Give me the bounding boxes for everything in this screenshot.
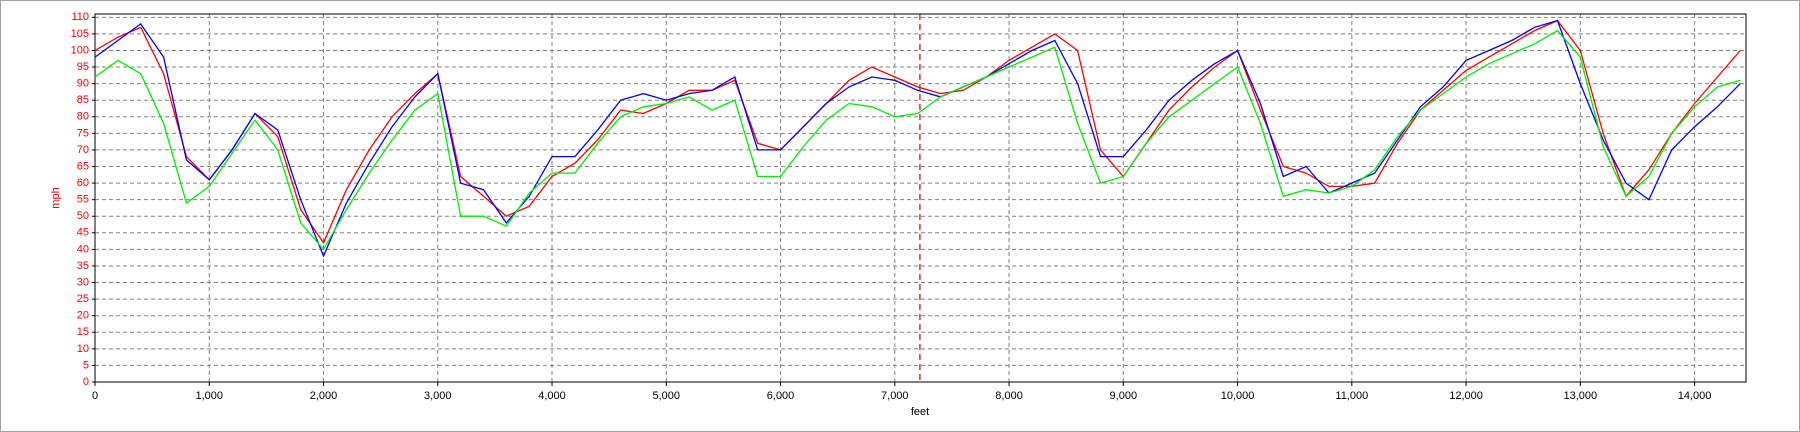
y-tick-label: 30 [77,276,89,288]
y-tick-label: 110 [71,11,89,23]
y-tick-label: 20 [77,310,89,322]
x-tick-label: 3,000 [424,390,452,402]
y-tick-label: 70 [77,144,89,156]
x-tick-label: 12,000 [1449,390,1483,402]
series-line [94,29,1741,251]
x-tick-label: 4,000 [538,390,566,402]
y-tick-label: 40 [77,243,89,255]
y-tick-label: 65 [77,160,89,172]
series-line [94,19,1741,258]
x-axis-label: feet [911,406,929,418]
x-tick-label: 8,000 [995,390,1023,402]
y-tick-label: 15 [77,326,89,338]
y-tick-label: 0 [83,376,89,388]
x-tick-label: 10,000 [1221,390,1255,402]
x-tick-label: 7,000 [881,390,909,402]
x-tick-label: 14,000 [1678,390,1712,402]
y-tick-label: 105 [71,28,89,40]
y-tick-label: 35 [77,260,89,272]
x-tick-label: 2,000 [310,390,338,402]
y-tick-label: 10 [77,343,89,355]
y-axis-label: mph [50,187,62,208]
x-tick-label: 1,000 [195,390,223,402]
x-tick-label: 5,000 [653,390,681,402]
x-tick-label: 6,000 [767,390,795,402]
y-tick-label: 90 [77,78,89,90]
y-tick-label: 75 [77,127,89,139]
y-tick-label: 25 [77,293,89,305]
x-tick-label: 0 [92,390,98,402]
x-tick-label: 11,000 [1335,390,1368,402]
series-line [94,19,1741,245]
y-tick-label: 50 [77,210,89,222]
y-tick-label: 95 [77,61,89,73]
y-tick-label: 45 [77,227,89,239]
y-tick-label: 5 [83,359,89,371]
y-tick-label: 55 [77,194,89,206]
y-tick-label: 85 [77,94,89,106]
y-tick-label: 100 [71,44,89,56]
y-tick-label: 80 [77,111,89,123]
x-tick-label: 9,000 [1110,390,1138,402]
y-tick-label: 60 [77,177,89,189]
x-tick-label: 13,000 [1564,390,1598,402]
